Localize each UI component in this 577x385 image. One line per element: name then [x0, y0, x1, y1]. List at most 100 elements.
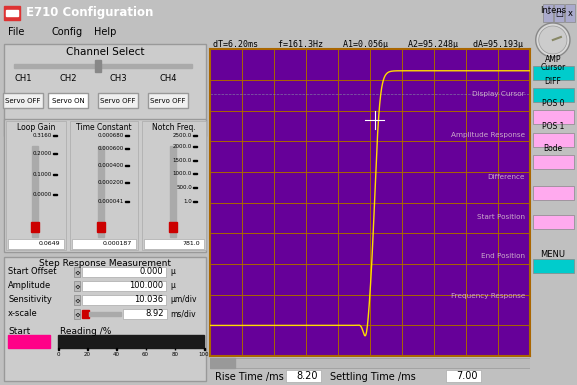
Text: -: - — [546, 9, 549, 18]
Text: Start: Start — [8, 327, 30, 336]
Text: 0.000041: 0.000041 — [98, 199, 124, 204]
Bar — [32, 147, 38, 237]
Bar — [125, 201, 129, 202]
Text: x-scale: x-scale — [8, 310, 38, 318]
Text: dT=6.20ms    f=161.3Hz    A1=0.056μ    A2=95.248μ   dA=95.193μ: dT=6.20ms f=161.3Hz A1=0.056μ A2=95.248μ… — [213, 40, 523, 49]
Text: ≎: ≎ — [74, 311, 80, 317]
Text: 0.000: 0.000 — [140, 267, 163, 276]
Text: Difference: Difference — [488, 174, 525, 180]
Bar — [533, 88, 574, 102]
Text: Intens: Intens — [539, 6, 566, 15]
Bar — [533, 110, 574, 124]
Text: Servo OFF: Servo OFF — [150, 98, 186, 104]
Bar — [82, 310, 89, 318]
Text: Rise Time /ms: Rise Time /ms — [215, 372, 284, 382]
Bar — [125, 165, 129, 166]
Text: 781.0: 781.0 — [182, 241, 200, 246]
Bar — [533, 66, 574, 80]
Text: Start Offset: Start Offset — [8, 267, 57, 276]
Text: 100: 100 — [199, 352, 209, 357]
Bar — [4, 6, 20, 20]
Text: 40: 40 — [113, 352, 120, 357]
Text: End Position: End Position — [481, 253, 525, 259]
Text: Step Response Measurement: Step Response Measurement — [39, 259, 171, 268]
Bar — [148, 94, 188, 109]
Bar — [204, 348, 205, 350]
Bar — [53, 174, 57, 175]
Bar — [48, 94, 88, 109]
Bar — [6, 10, 18, 16]
Bar — [193, 173, 197, 174]
Text: POS 1: POS 1 — [542, 122, 564, 131]
Bar — [142, 121, 206, 250]
Text: μ: μ — [170, 267, 175, 276]
Text: 0.000680: 0.000680 — [98, 133, 124, 138]
Bar — [98, 94, 138, 109]
Bar — [82, 281, 166, 291]
Text: 0.000187: 0.000187 — [103, 241, 132, 246]
Bar — [125, 148, 129, 149]
Text: 10.036: 10.036 — [134, 295, 163, 304]
Text: 0.2000: 0.2000 — [33, 151, 52, 156]
Bar — [74, 281, 80, 291]
Bar — [533, 155, 574, 169]
Text: Start Position: Start Position — [477, 214, 525, 219]
Bar — [170, 147, 176, 237]
Text: 1500.0: 1500.0 — [173, 158, 192, 163]
Text: ≎: ≎ — [74, 283, 80, 289]
Bar — [193, 135, 197, 136]
Text: 500.0: 500.0 — [177, 185, 192, 190]
Bar — [4, 119, 206, 252]
Bar — [533, 215, 574, 229]
Bar — [533, 133, 574, 147]
Text: 0.0000: 0.0000 — [33, 192, 52, 197]
Text: AMP: AMP — [545, 55, 561, 64]
Bar — [82, 295, 166, 305]
Bar — [193, 201, 197, 202]
Text: Loop Gain: Loop Gain — [17, 124, 55, 132]
Text: ≎: ≎ — [74, 297, 80, 303]
Text: ms/div: ms/div — [170, 310, 196, 318]
Bar — [144, 239, 204, 249]
Text: File: File — [8, 27, 24, 37]
Text: 7.00: 7.00 — [456, 371, 478, 381]
Text: ≎: ≎ — [74, 269, 80, 275]
Text: Cursor: Cursor — [540, 63, 565, 72]
Bar — [14, 64, 192, 68]
Text: μm/div: μm/div — [170, 295, 197, 304]
Text: 80: 80 — [171, 352, 178, 357]
Text: Amplitude Response: Amplitude Response — [451, 132, 525, 138]
Bar — [125, 135, 129, 136]
Bar — [58, 348, 59, 350]
Text: CH4: CH4 — [159, 74, 177, 83]
Text: 8.20: 8.20 — [297, 371, 318, 381]
Text: 2000.0: 2000.0 — [173, 144, 192, 149]
Text: CH2: CH2 — [59, 74, 77, 83]
Text: μ: μ — [170, 281, 175, 290]
Text: 2500.0: 2500.0 — [173, 133, 192, 138]
Text: 1.0: 1.0 — [183, 199, 192, 204]
Bar — [533, 259, 574, 273]
Bar — [446, 370, 481, 382]
Text: Frequency Response: Frequency Response — [451, 293, 525, 299]
Polygon shape — [535, 23, 570, 57]
Bar — [286, 370, 321, 382]
Text: POS 0: POS 0 — [542, 99, 564, 108]
Bar — [72, 239, 136, 249]
Bar — [53, 153, 57, 154]
Bar — [554, 4, 564, 22]
Bar — [74, 309, 80, 319]
Bar — [123, 309, 167, 319]
Bar — [70, 121, 138, 250]
Bar — [3, 94, 43, 109]
Text: 100.000: 100.000 — [129, 281, 163, 290]
Text: Sensitivity: Sensitivity — [8, 295, 52, 304]
Bar — [6, 121, 66, 250]
Bar — [97, 222, 105, 232]
Text: Channel Select: Channel Select — [66, 47, 144, 57]
Text: Bode: Bode — [543, 144, 563, 153]
Polygon shape — [539, 26, 567, 54]
Bar — [125, 182, 129, 183]
Bar — [82, 267, 166, 277]
Text: 60: 60 — [142, 352, 149, 357]
